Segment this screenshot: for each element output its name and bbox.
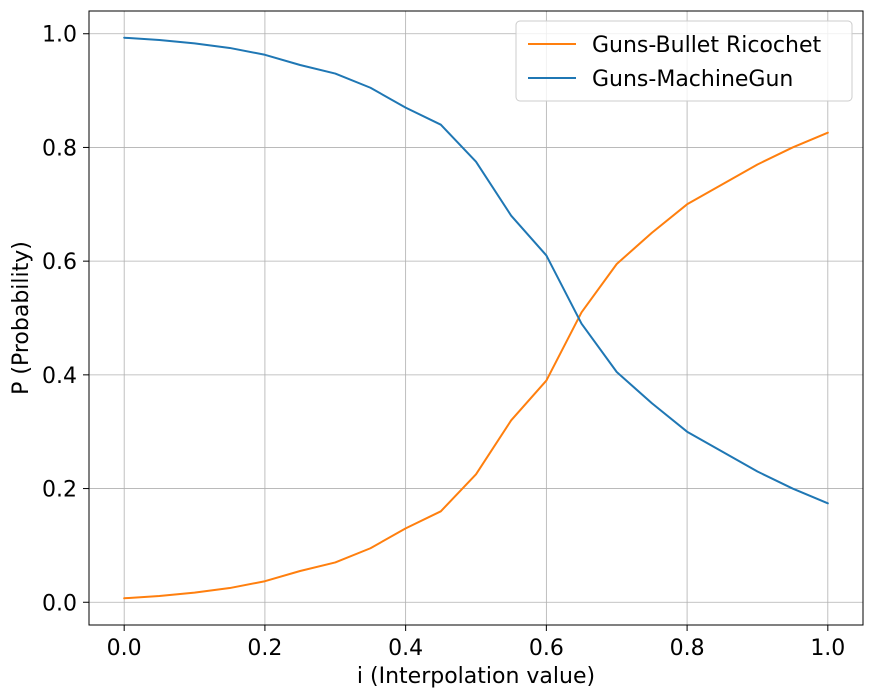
y-tick-label: 0.6 bbox=[42, 250, 77, 275]
series-lines bbox=[123, 36, 829, 600]
y-tick-label: 0.2 bbox=[42, 478, 77, 503]
series-line-machinegun bbox=[123, 36, 829, 505]
x-axis-label: i (Interpolation value) bbox=[357, 664, 595, 689]
axis-ticks: 0.0 0.2 0.4 0.6 0.8 1.0 0.0 0.2 0.4 0.6 0.8 1.0 bbox=[42, 23, 845, 661]
legend-box bbox=[515, 20, 853, 102]
x-tick-label: 0.6 bbox=[529, 636, 564, 661]
y-tick-label: 1.0 bbox=[42, 23, 77, 48]
plot-area-frame bbox=[88, 10, 864, 626]
y-tick-label: 0.4 bbox=[42, 364, 77, 389]
x-tick-label: 0.2 bbox=[247, 636, 282, 661]
legend-label-ricochet: Guns-Bullet Ricochet bbox=[592, 33, 821, 58]
x-tick-label: 0.8 bbox=[670, 636, 705, 661]
x-tick-label: 0.4 bbox=[388, 636, 423, 661]
y-axis-label: P (Probability) bbox=[9, 241, 34, 395]
x-tick-label: 0.0 bbox=[107, 636, 142, 661]
legend-label-machinegun: Guns-MachineGun bbox=[592, 67, 793, 92]
grid-lines bbox=[89, 11, 863, 625]
x-tick-label: 1.0 bbox=[810, 636, 845, 661]
y-tick-label: 0.8 bbox=[42, 136, 77, 161]
series-line-bullet-ricochet bbox=[123, 131, 829, 600]
legend: Guns-Bullet Ricochet Guns-MachineGun bbox=[515, 20, 853, 102]
y-tick-label: 0.0 bbox=[42, 591, 77, 616]
